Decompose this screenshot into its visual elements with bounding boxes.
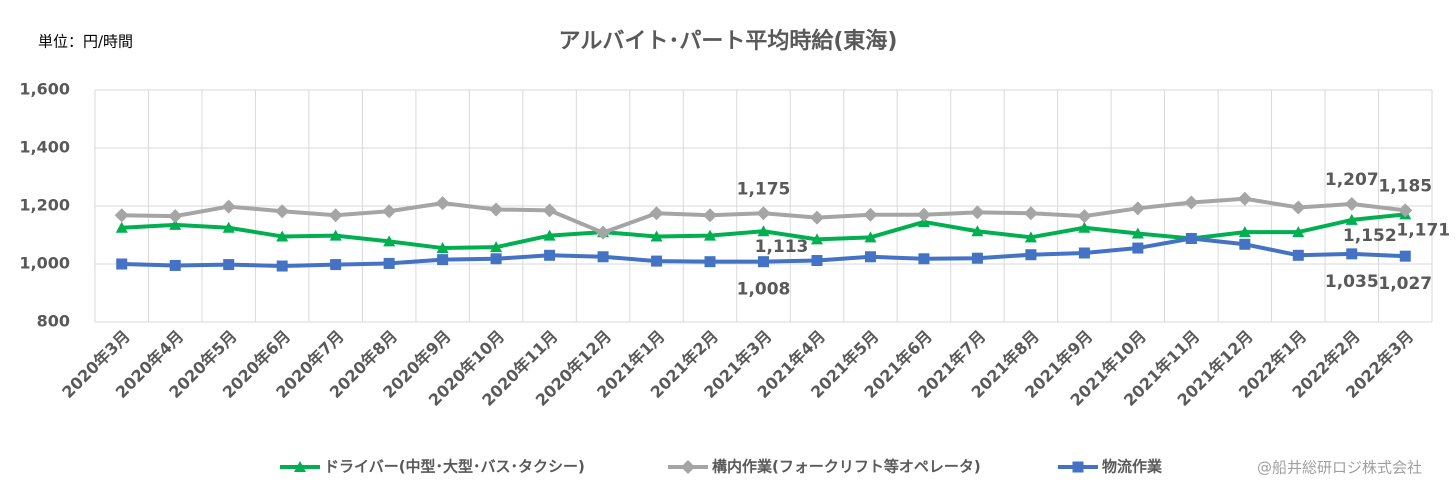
marker (681, 460, 695, 474)
marker (1344, 196, 1359, 211)
marker (114, 208, 129, 223)
marker (864, 251, 876, 263)
y-tick-label: 1,000 (19, 254, 70, 273)
data-label: 1,035 (1325, 272, 1379, 292)
marker (116, 258, 128, 270)
marker (276, 230, 289, 242)
marker (1345, 213, 1358, 225)
marker (916, 207, 931, 222)
marker (1238, 226, 1251, 238)
marker (436, 242, 449, 254)
data-label: 1,113 (755, 237, 809, 257)
marker (490, 241, 503, 253)
data-label: 1,175 (737, 179, 791, 199)
marker (275, 204, 290, 219)
y-tick-label: 1,200 (19, 196, 70, 215)
marker (115, 221, 128, 233)
marker (1239, 238, 1251, 250)
marker (597, 251, 609, 263)
marker (1131, 227, 1144, 239)
marker (704, 229, 717, 241)
chart-title: アルバイト･パート平均時給(東海) (559, 28, 898, 54)
marker (543, 229, 556, 241)
marker (1077, 209, 1092, 224)
marker (1237, 191, 1252, 206)
marker (435, 196, 450, 211)
marker (863, 207, 878, 222)
marker (221, 199, 236, 214)
marker (383, 235, 396, 247)
legend-label: 構内作業(フォークリフト等オペレータ) (712, 458, 981, 476)
marker (649, 206, 664, 221)
marker (1292, 226, 1305, 238)
marker (596, 225, 611, 240)
marker (651, 255, 663, 267)
marker (704, 256, 716, 268)
y-tick-label: 800 (37, 312, 70, 331)
marker (758, 256, 769, 268)
data-label: 1,027 (1378, 274, 1432, 294)
marker (864, 231, 877, 243)
marker (542, 203, 557, 218)
y-tick-label: 1,400 (19, 138, 70, 157)
marker (1078, 247, 1090, 259)
marker (1399, 250, 1411, 262)
marker (383, 257, 395, 269)
marker (1398, 203, 1413, 218)
marker (490, 253, 502, 265)
marker (1132, 242, 1144, 254)
marker (650, 230, 663, 242)
marker (223, 259, 235, 271)
marker (222, 221, 235, 233)
marker (703, 208, 718, 223)
marker (971, 252, 983, 264)
legend-label: 物流作業 (1102, 458, 1163, 476)
data-label: 1,185 (1378, 176, 1432, 196)
legend-label: ドライバー(中型･大型･バス･タクシー) (324, 458, 585, 476)
marker (294, 461, 306, 472)
marker (756, 206, 771, 221)
marker (1072, 461, 1084, 473)
marker (1078, 221, 1091, 233)
marker (1130, 201, 1145, 216)
marker (169, 218, 182, 230)
marker (1023, 206, 1038, 221)
marker (1346, 248, 1358, 260)
marker (544, 249, 556, 261)
marker (918, 253, 930, 265)
unit-label: 単位：円/時間 (38, 33, 133, 51)
data-label: 1,171 (1396, 220, 1450, 240)
marker (1185, 232, 1197, 244)
marker (489, 202, 504, 217)
marker (330, 259, 342, 271)
marker (1184, 195, 1199, 210)
marker (809, 210, 824, 225)
marker (970, 205, 985, 220)
marker (810, 233, 823, 245)
data-label: 1,008 (737, 280, 791, 300)
marker (1024, 231, 1037, 243)
marker (276, 260, 288, 272)
marker (1025, 249, 1037, 261)
marker (382, 204, 397, 219)
y-tick-label: 1,600 (19, 80, 70, 99)
marker (169, 259, 181, 271)
marker (437, 254, 449, 266)
marker (1292, 249, 1304, 261)
marker (811, 255, 823, 267)
marker (1291, 200, 1306, 215)
marker (329, 229, 342, 241)
data-label: 1,152 (1343, 226, 1397, 246)
marker (168, 209, 183, 224)
credit: @船井総研ロジ株式会社 (1257, 459, 1422, 477)
data-label: 1,207 (1325, 170, 1379, 190)
marker (328, 208, 343, 223)
marker (971, 225, 984, 237)
marker (757, 225, 770, 237)
